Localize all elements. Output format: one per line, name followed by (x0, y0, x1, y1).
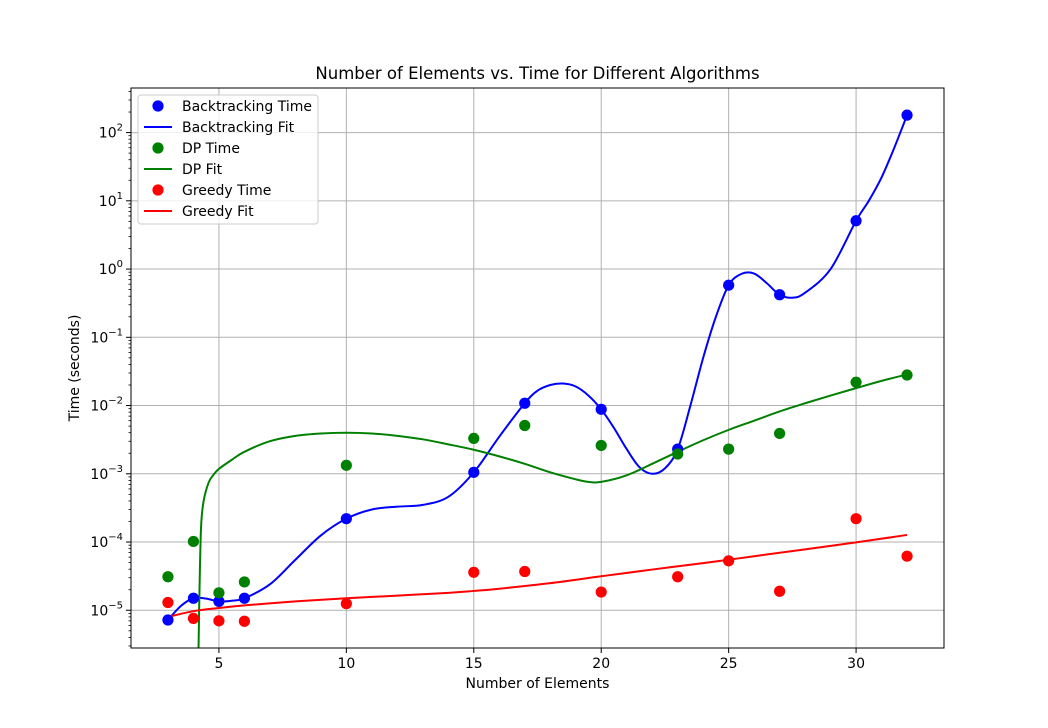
greedy-time-point (340, 598, 352, 610)
backtracking-time-point (340, 513, 352, 525)
backtracking-time-point (774, 289, 786, 301)
legend-marker (152, 100, 164, 112)
legend-box (137, 94, 319, 225)
plot-frame (130, 87, 945, 649)
legend-label: Backtracking Time (182, 99, 312, 115)
legend-label: DP Time (182, 141, 240, 157)
backtracking-time-point (187, 592, 200, 604)
greedy-time-point (672, 571, 684, 583)
dp-time-point (162, 571, 174, 583)
dp-time-point (519, 419, 531, 432)
y-tick-label: 10−2 (90, 396, 123, 415)
x-tick-label: 15 (465, 656, 483, 672)
y-tick-label: 101 (99, 191, 123, 210)
x-tick-label: 10 (337, 656, 355, 672)
greedy-time-point (162, 596, 174, 609)
backtracking-time-point (901, 109, 913, 121)
dp-time-point (672, 448, 684, 460)
legend-label: Backtracking Fit (182, 120, 295, 136)
x-tick-label: 5 (214, 656, 223, 672)
greedy-time-point (850, 513, 862, 525)
plot-data (162, 109, 913, 648)
greedy-time-point (901, 550, 913, 562)
dp-time-point (595, 439, 607, 452)
x-tick-label: 30 (847, 656, 865, 672)
greedy-fit-line (167, 533, 908, 618)
y-tick-label: 10−1 (90, 327, 123, 346)
dp-time-point (850, 376, 862, 388)
greedy-time-point (774, 585, 786, 597)
dp-time-point (723, 443, 735, 455)
axis-ticks: 5 10 15 20 25 30 10−5 10−4 10−3 10−2 10−1 100 101 102 (90, 91, 865, 672)
dp-time-point (187, 535, 200, 548)
dp-time-point (213, 587, 225, 599)
legend-marker (152, 184, 164, 196)
legend-label: DP Fit (182, 162, 223, 178)
backtracking-time-point (595, 403, 607, 415)
backtracking-time-point (723, 279, 735, 291)
backtracking-time-point (162, 614, 174, 626)
greedy-time-point (519, 565, 531, 578)
dp-time-point (468, 432, 480, 445)
legend-marker (152, 142, 164, 154)
y-tick-label: 10−3 (90, 464, 123, 483)
greedy-time-point (723, 555, 735, 567)
dp-time-point (340, 459, 352, 471)
backtracking-time-point (238, 592, 251, 604)
backtracking-time-point (468, 466, 480, 478)
x-tick-label: 25 (720, 656, 738, 672)
greedy-time-point (238, 615, 251, 627)
grid (131, 88, 944, 648)
backtracking-fit-line (167, 114, 908, 621)
y-tick-label: 10−4 (90, 532, 123, 551)
backtracking-time-point (519, 397, 531, 409)
dp-time-point (774, 427, 786, 440)
y-tick-label: 102 (99, 123, 123, 142)
greedy-time-point (468, 566, 480, 578)
x-tick-label: 20 (592, 656, 610, 672)
backtracking-time-point (213, 595, 225, 607)
legend-label: Greedy Fit (182, 204, 254, 220)
dp-time-point (238, 576, 251, 588)
x-axis-title: Number of Elements (466, 676, 610, 692)
legend-label: Greedy Time (182, 183, 271, 199)
greedy-time-point (595, 586, 607, 598)
chart-title: Number of Elements vs. Time for Differen… (315, 64, 759, 83)
greedy-time-point (187, 612, 200, 625)
dp-time-point (901, 369, 913, 381)
dp-fit-line (197, 373, 908, 648)
legend: Backtracking Time Backtracking Fit DP Time… (137, 94, 319, 225)
y-tick-label: 10−5 (90, 600, 123, 619)
backtracking-time-point (850, 215, 862, 227)
y-axis-title: Time (seconds) (67, 315, 83, 423)
y-tick-label: 100 (99, 259, 123, 278)
greedy-time-point (213, 615, 225, 627)
